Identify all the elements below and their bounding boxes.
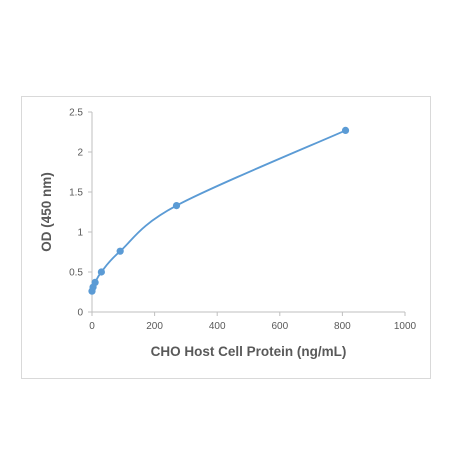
x-tick-label: 0 bbox=[89, 321, 95, 332]
data-points bbox=[88, 126, 350, 295]
x-tick-label: 400 bbox=[209, 321, 226, 332]
data-point bbox=[172, 202, 181, 210]
y-tick-label: 2.5 bbox=[69, 108, 83, 119]
axes bbox=[91, 112, 405, 313]
y-tick-label: 0.5 bbox=[69, 268, 83, 279]
x-tick-label: 200 bbox=[146, 321, 163, 332]
x-tick-label: 800 bbox=[334, 321, 351, 332]
y-tick-label: 0 bbox=[77, 308, 83, 319]
y-tick-label: 1.5 bbox=[69, 188, 83, 199]
y-tick-marks bbox=[88, 111, 92, 313]
x-tick-marks bbox=[91, 312, 406, 316]
x-axis-title: CHO Host Cell Protein (ng/mL) bbox=[151, 344, 347, 359]
x-tick-label: 600 bbox=[271, 321, 288, 332]
series-line bbox=[91, 129, 346, 292]
data-point bbox=[116, 247, 124, 255]
data-point bbox=[91, 278, 99, 286]
y-tick-labels: 0 0.5 1 1.5 2 2.5 bbox=[69, 108, 83, 319]
y-axis-title: OD (450 nm) bbox=[39, 172, 54, 252]
x-tick-labels: 0 200 400 600 800 1000 bbox=[89, 321, 416, 332]
chart-area bbox=[21, 96, 431, 379]
y-tick-label: 2 bbox=[77, 148, 83, 159]
data-point bbox=[97, 268, 105, 276]
data-point bbox=[341, 126, 350, 134]
x-tick-label: 1000 bbox=[394, 321, 417, 332]
y-tick-label: 1 bbox=[77, 228, 83, 239]
